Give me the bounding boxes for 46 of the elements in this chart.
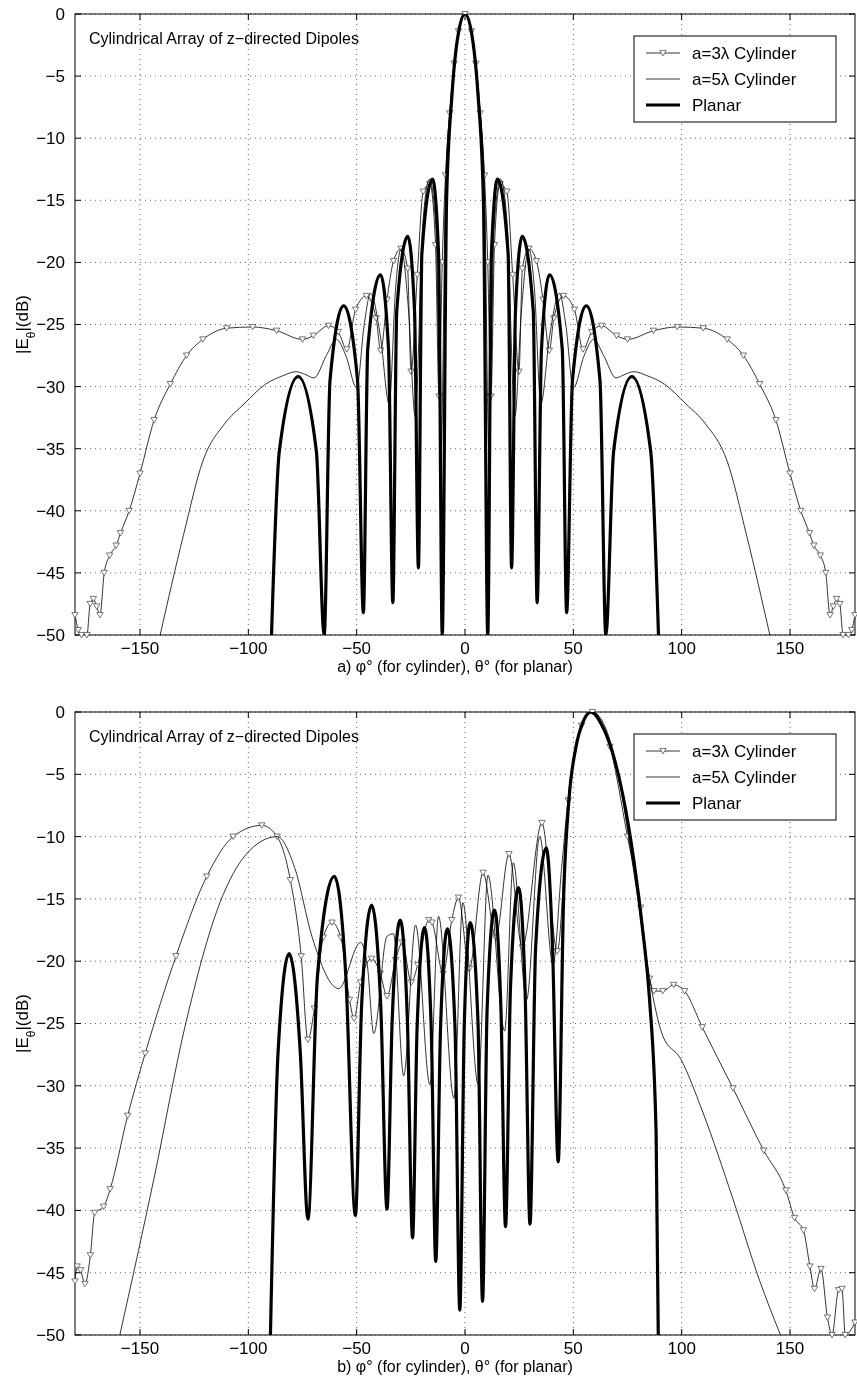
legend-label: a=5λ Cylinder — [692, 767, 797, 787]
y-tick-label: −45 — [36, 1263, 65, 1283]
x-tick-label: −50 — [342, 1339, 372, 1358]
x-tick-label: 100 — [667, 1339, 696, 1358]
y-tick-label: −50 — [36, 1325, 65, 1345]
y-tick-label: −30 — [36, 377, 65, 397]
y-tick-label: −20 — [36, 952, 65, 972]
legend-label: Planar — [692, 793, 742, 813]
x-tick-label: 0 — [460, 639, 470, 658]
y-tick-label: −15 — [36, 889, 65, 909]
x-axis-title: b) φ° (for cylinder), θ° (for planar) — [337, 1358, 573, 1375]
x-tick-label: −100 — [229, 639, 268, 658]
x-tick-label: 50 — [563, 1339, 583, 1358]
y-tick-label: −50 — [36, 625, 65, 645]
y-tick-label: −35 — [36, 439, 65, 459]
legend-label: a=3λ Cylinder — [692, 43, 797, 63]
y-tick-label: −15 — [36, 191, 65, 211]
x-tick-label: 0 — [460, 1339, 470, 1358]
x-tick-label: −50 — [342, 639, 372, 658]
x-tick-label: 150 — [775, 639, 805, 658]
text: Cylindrical Array of z−directed Dipoles — [89, 728, 359, 745]
y-tick-label: −5 — [45, 765, 65, 785]
y-tick-label: −25 — [36, 1014, 65, 1034]
y-tick-label: 0 — [55, 702, 65, 722]
legend-label: Planar — [692, 95, 742, 115]
x-tick-label: 100 — [667, 639, 696, 658]
x-axis-title: a) φ° (for cylinder), θ° (for planar) — [337, 658, 573, 675]
y-tick-label: −25 — [36, 315, 65, 335]
y-tick-label: 0 — [55, 4, 65, 24]
y-tick-label: −40 — [36, 501, 65, 521]
y-tick-label: −5 — [45, 67, 65, 87]
x-tick-label: −100 — [229, 1339, 268, 1358]
y-tick-label: −30 — [36, 1076, 65, 1096]
y-tick-label: −10 — [36, 827, 65, 847]
y-tick-label: −45 — [36, 563, 65, 583]
x-tick-label: 50 — [563, 639, 583, 658]
legend-label: a=5λ Cylinder — [692, 69, 797, 89]
y-tick-label: −40 — [36, 1201, 65, 1221]
text: Cylindrical Array of z−directed Dipoles — [89, 30, 359, 47]
x-tick-label: 150 — [775, 1339, 805, 1358]
x-tick-label: −150 — [120, 639, 160, 658]
y-tick-label: −20 — [36, 253, 65, 273]
legend-label: a=3λ Cylinder — [692, 741, 797, 761]
y-tick-label: −35 — [36, 1139, 65, 1159]
x-tick-label: −150 — [120, 1339, 160, 1358]
y-tick-label: −10 — [36, 129, 65, 149]
